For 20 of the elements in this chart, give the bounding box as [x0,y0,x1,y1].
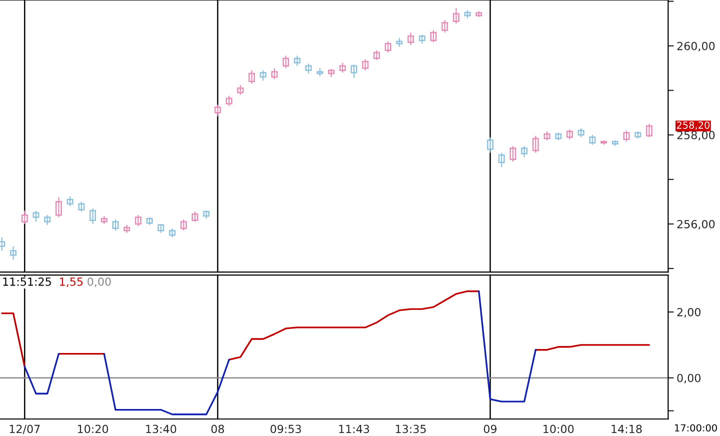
annotation: 0,00 [88,277,111,288]
text: 258,20 [676,121,710,130]
x-tick-label: 09 [484,424,497,434]
annotation: 11:51:25 [3,277,51,286]
y-tick-label: 258,00 [677,130,715,140]
x-tick-label: 11:43 [339,424,370,434]
y-tick-label: 0,00 [677,374,700,384]
x-tick-label: 13:35 [396,424,426,434]
x-tick-label: 14:18 [612,424,642,434]
y-tick-label: 256,00 [677,220,715,230]
text: 17:00:00 [675,424,717,432]
x-tick-label: 09:53 [270,424,301,434]
y-tick-label: 2,00 [677,308,700,318]
x-tick-label: 10:20 [78,424,108,434]
x-tick-label: 08 [211,424,224,434]
x-tick-label: 10:00 [544,424,574,434]
x-tick-label: 13:40 [146,424,176,434]
y-tick-label: 260,00 [677,42,715,52]
x-tick-label: 12/07 [10,424,40,434]
annotation: 1,55 [60,278,83,288]
